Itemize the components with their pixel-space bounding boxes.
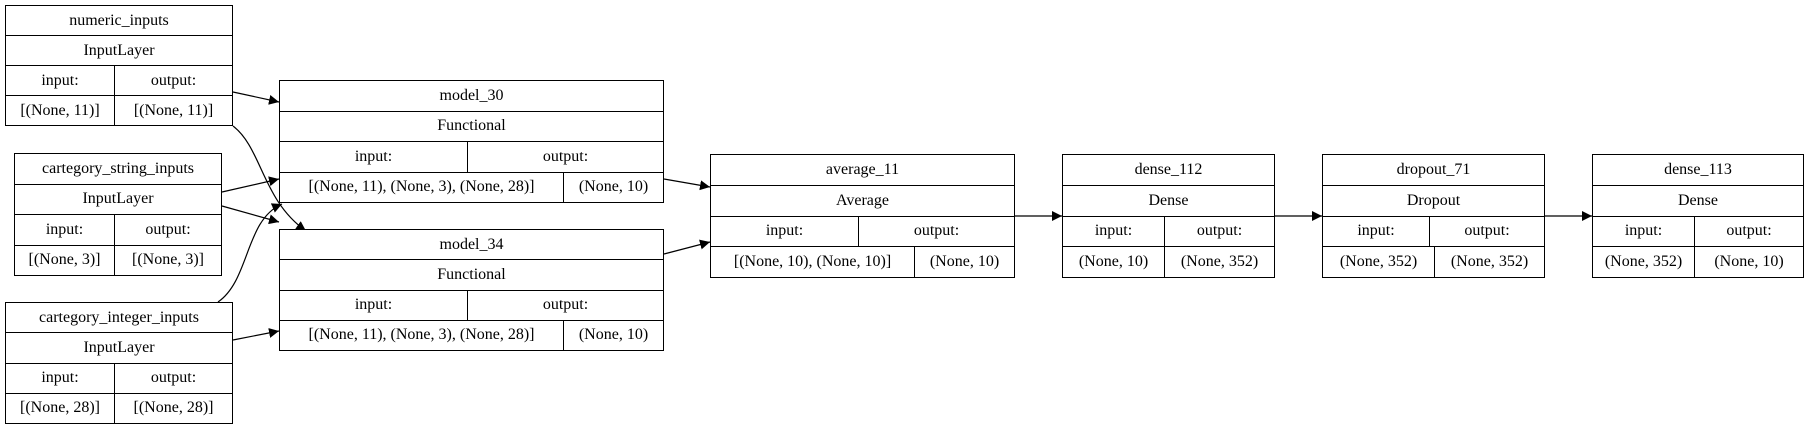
input-shape: [(None, 3)] — [28, 251, 101, 269]
input-shape: [(None, 11), (None, 3), (None, 28)] — [308, 326, 535, 344]
edge-cartegory-string-inputs-to-model-30 — [221, 176, 280, 193]
output-label: output: — [542, 296, 589, 314]
output-shape: (None, 10) — [578, 326, 649, 344]
layer-name: model_30 — [439, 86, 504, 104]
output-label: output: — [1464, 222, 1510, 240]
output-label: output: — [150, 369, 197, 387]
edge-model-34-to-average-11 — [663, 239, 711, 255]
node-dropout-71: dropout_71 Dropout input: output: (None,… — [1322, 154, 1545, 278]
input-label: input: — [41, 71, 79, 89]
layer-type: Average — [836, 191, 889, 209]
layer-type: InputLayer — [83, 41, 155, 59]
input-label: input: — [41, 369, 79, 387]
input-shape: [(None, 28)] — [20, 399, 100, 417]
input-shape: [(None, 11)] — [20, 101, 100, 119]
output-shape: [(None, 11)] — [133, 101, 214, 119]
input-label: input: — [354, 296, 393, 314]
node-cartegory-string-inputs: cartegory_string_inputs InputLayer input… — [14, 153, 222, 276]
input-label: input: — [765, 222, 804, 240]
input-shape: (None, 352) — [1604, 253, 1683, 271]
output-label: output: — [150, 71, 197, 89]
output-label: output: — [1196, 222, 1243, 240]
output-shape: (None, 352) — [1450, 253, 1529, 271]
input-label: input: — [45, 220, 84, 238]
node-model-30: model_30 Functional input: output: [(Non… — [279, 80, 664, 203]
output-label: output: — [542, 147, 589, 165]
edge-cartegory-integer-inputs-to-model-34 — [232, 328, 280, 341]
layer-type: Dense — [1678, 191, 1718, 209]
layer-type: InputLayer — [82, 190, 154, 208]
output-label: output: — [913, 222, 960, 240]
output-shape: (None, 10) — [578, 178, 649, 196]
input-label: input: — [354, 147, 393, 165]
input-label: input: — [1094, 222, 1133, 240]
node-dense-113: dense_113 Dense input: output: (None, 35… — [1592, 154, 1804, 278]
output-shape: [(None, 28)] — [133, 399, 214, 417]
node-cartegory-integer-inputs: cartegory_integer_inputs InputLayer inpu… — [5, 302, 233, 424]
input-label: input: — [1357, 222, 1395, 240]
node-dense-112: dense_112 Dense input: output: (None, 10… — [1062, 154, 1275, 278]
output-label: output: — [145, 220, 191, 238]
node-model-34: model_34 Functional input: output: [(Non… — [279, 229, 664, 351]
layer-type: Functional — [437, 265, 506, 283]
output-label: output: — [1726, 222, 1772, 240]
layer-name: dense_112 — [1134, 160, 1203, 178]
input-shape: (None, 352) — [1339, 253, 1418, 271]
output-shape: [(None, 3)] — [132, 251, 204, 269]
layer-name: average_11 — [825, 160, 900, 178]
output-shape: (None, 10) — [929, 253, 1000, 271]
edge-cartegory-string-inputs-to-model-34 — [221, 205, 280, 225]
edge-numeric-inputs-to-model-30 — [232, 91, 280, 105]
layer-name: dense_113 — [1664, 160, 1732, 178]
layer-type: InputLayer — [83, 338, 155, 356]
input-label: input: — [1624, 222, 1663, 240]
input-shape: [(None, 10), (None, 10)] — [733, 253, 892, 271]
node-average-11: average_11 Average input: output: [(None… — [710, 154, 1015, 278]
layer-type: Functional — [437, 117, 506, 135]
layer-name: cartegory_string_inputs — [42, 159, 194, 177]
input-shape: [(None, 11), (None, 3), (None, 28)] — [308, 178, 535, 196]
edge-cartegory-integer-inputs-to-model-30 — [217, 203, 283, 303]
output-shape: (None, 10) — [1714, 253, 1784, 271]
node-numeric-inputs: numeric_inputs InputLayer input: output:… — [5, 5, 233, 126]
layer-type: Dense — [1148, 191, 1189, 209]
edge-model-30-to-average-11 — [663, 178, 711, 191]
output-shape: (None, 352) — [1180, 253, 1259, 271]
layer-name: model_34 — [439, 235, 504, 253]
layer-type: Dropout — [1406, 191, 1461, 209]
layer-name: dropout_71 — [1396, 160, 1471, 178]
input-shape: (None, 10) — [1078, 253, 1149, 271]
layer-name: cartegory_integer_inputs — [39, 308, 199, 326]
layer-name: numeric_inputs — [69, 11, 169, 29]
